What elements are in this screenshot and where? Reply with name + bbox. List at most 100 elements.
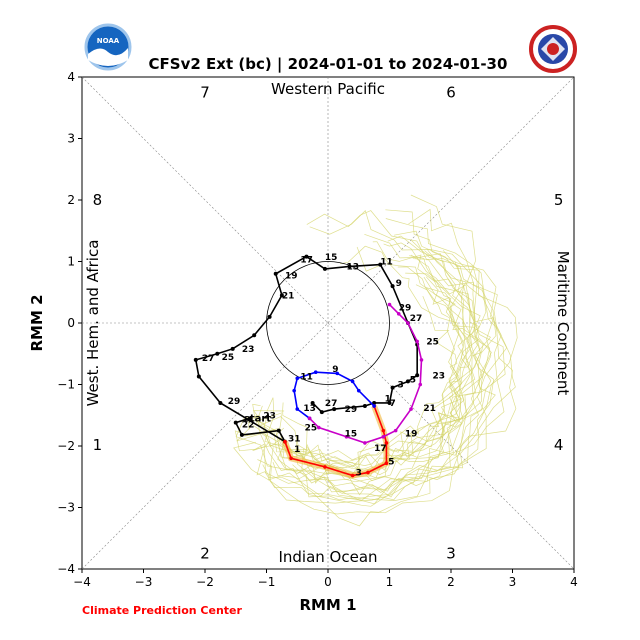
x-tick-label: −3 bbox=[135, 575, 153, 589]
phase-number: 6 bbox=[446, 83, 456, 101]
forecast-point bbox=[350, 473, 355, 478]
observed-point bbox=[405, 379, 410, 384]
observed-point bbox=[230, 346, 235, 351]
forecast-point bbox=[295, 407, 300, 411]
forecast-point bbox=[307, 416, 312, 421]
forecast-day-label: 19 bbox=[405, 430, 418, 440]
observed-day-label: 19 bbox=[285, 272, 298, 282]
observed-day-label: 5 bbox=[410, 376, 416, 386]
x-tick-label: −1 bbox=[258, 575, 276, 589]
ensemble-member-line bbox=[279, 266, 459, 468]
forecast-point bbox=[393, 428, 398, 433]
forecast-point bbox=[406, 321, 410, 325]
observed-day-label: 17 bbox=[300, 256, 313, 266]
phase-number: 1 bbox=[93, 436, 103, 454]
forecast-point bbox=[384, 461, 389, 466]
ensemble-member-line bbox=[252, 249, 491, 491]
forecast-point bbox=[292, 388, 296, 393]
observed-point bbox=[218, 400, 223, 405]
unit-circle bbox=[266, 261, 390, 385]
observed-line bbox=[194, 255, 418, 444]
forecast-day-label: 3 bbox=[356, 468, 362, 478]
observed-point bbox=[332, 407, 337, 412]
start-label: start bbox=[244, 413, 271, 424]
observed-point bbox=[310, 400, 315, 405]
ensemble-member-line bbox=[295, 245, 463, 468]
forecast-point bbox=[323, 465, 327, 469]
ensemble-member-line bbox=[268, 209, 505, 500]
forecast-point bbox=[335, 371, 340, 376]
observed-day-label: 13 bbox=[346, 262, 359, 272]
x-tick-label: 0 bbox=[324, 575, 332, 589]
region-label-maritime-continent: Maritime Continent bbox=[554, 251, 572, 396]
ensemble-member-line bbox=[235, 240, 497, 498]
forecast-day-label: 17 bbox=[374, 444, 387, 454]
observed-day-label: 22 bbox=[242, 420, 255, 430]
observed-day-label: 7 bbox=[390, 399, 396, 409]
forecast-day-label: 15 bbox=[345, 430, 358, 440]
observed-point bbox=[362, 404, 367, 409]
observed-point bbox=[322, 266, 327, 271]
ensemble-member-line bbox=[243, 250, 477, 492]
forecast-day-label: 21 bbox=[423, 404, 436, 414]
x-tick-label: 1 bbox=[386, 575, 394, 589]
forecast-point bbox=[381, 428, 386, 433]
chart-title: CFSv2 Ext (bc) | 2024-01-01 to 2024-01-3… bbox=[149, 55, 508, 74]
forecast-point bbox=[350, 379, 355, 384]
forecast-point bbox=[289, 456, 293, 461]
observed-day-label: 27 bbox=[202, 354, 215, 364]
observed-day-label: 1 bbox=[385, 395, 391, 405]
x-tick-label: −4 bbox=[73, 575, 91, 589]
forecast-day-label: 29 bbox=[399, 304, 412, 314]
forecast-day-label: 5 bbox=[388, 457, 394, 467]
ensemble-member-line bbox=[262, 208, 517, 527]
phase-number: 5 bbox=[554, 191, 564, 209]
observed-point bbox=[239, 432, 244, 437]
forecast-day-label: 23 bbox=[433, 371, 446, 381]
phase-guides bbox=[81, 76, 575, 570]
svg-text:NOAA: NOAA bbox=[97, 37, 120, 45]
y-tick-label: −4 bbox=[57, 562, 75, 576]
observed-point bbox=[279, 293, 284, 298]
ensemble-member-line bbox=[256, 255, 481, 479]
ensemble-member-line bbox=[234, 261, 506, 494]
observed-point bbox=[196, 374, 201, 379]
forecast-point bbox=[387, 302, 392, 307]
observed-point bbox=[215, 351, 220, 356]
ensemble-member-line bbox=[244, 250, 492, 505]
observed-day-label: 23 bbox=[242, 345, 255, 355]
observed-day-label: 27 bbox=[325, 399, 338, 409]
x-tick-label: 4 bbox=[570, 575, 578, 589]
y-tick-label: −1 bbox=[57, 378, 75, 392]
observed-point bbox=[415, 373, 420, 378]
observed-point bbox=[193, 357, 198, 362]
phase-number: 3 bbox=[446, 545, 456, 563]
region-label-indian-ocean: Indian Ocean bbox=[278, 548, 377, 566]
forecast-point bbox=[344, 434, 349, 439]
observed-point bbox=[347, 264, 352, 269]
observed-day-label: 11 bbox=[380, 258, 393, 268]
forecast-day-label: 27 bbox=[410, 314, 423, 324]
observed-point bbox=[304, 254, 309, 259]
y-axis: −4 −3 −2 −1 0 1 2 3 4 bbox=[57, 70, 82, 576]
forecast-day-label: 1 bbox=[294, 445, 300, 455]
forecast-point bbox=[418, 382, 423, 387]
y-tick-label: −2 bbox=[57, 439, 75, 453]
y-tick-label: −3 bbox=[57, 501, 75, 515]
forecast-point bbox=[363, 441, 367, 445]
observed-point bbox=[252, 333, 257, 338]
y-tick-label: 3 bbox=[67, 132, 75, 146]
forecast-point bbox=[381, 434, 386, 439]
forecast-day-label: 9 bbox=[332, 365, 338, 375]
nws-logo bbox=[529, 25, 577, 73]
ensemble-member-line bbox=[295, 210, 496, 501]
observed-point bbox=[390, 385, 395, 390]
forecast-day-label: 11 bbox=[300, 373, 313, 383]
observed-day-label: 29 bbox=[228, 397, 241, 407]
observed-point bbox=[233, 420, 238, 425]
forecast-point bbox=[313, 370, 318, 375]
